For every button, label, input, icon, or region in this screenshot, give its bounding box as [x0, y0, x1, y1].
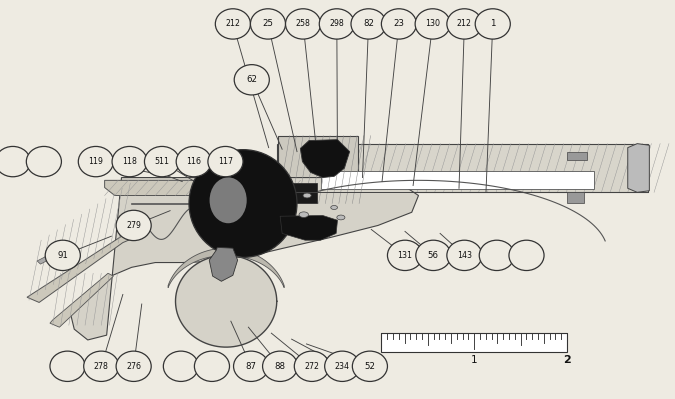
Ellipse shape [381, 9, 416, 39]
Text: 25: 25 [263, 20, 273, 28]
Ellipse shape [189, 150, 297, 257]
Polygon shape [209, 247, 238, 281]
Polygon shape [278, 136, 358, 203]
Ellipse shape [479, 240, 514, 271]
Polygon shape [300, 140, 350, 178]
Text: 56: 56 [428, 251, 439, 260]
Ellipse shape [176, 146, 211, 177]
Text: 88: 88 [275, 362, 286, 371]
Ellipse shape [209, 177, 247, 223]
Polygon shape [277, 144, 648, 192]
Circle shape [337, 215, 345, 220]
Text: 143: 143 [457, 251, 472, 260]
Polygon shape [567, 152, 587, 160]
Polygon shape [37, 250, 61, 264]
Text: 511: 511 [155, 157, 169, 166]
Ellipse shape [234, 351, 269, 381]
Ellipse shape [319, 9, 354, 39]
Ellipse shape [215, 9, 250, 39]
Text: 23: 23 [394, 20, 404, 28]
Ellipse shape [416, 240, 451, 271]
Polygon shape [168, 248, 284, 288]
Polygon shape [567, 192, 584, 203]
Ellipse shape [194, 351, 230, 381]
Ellipse shape [351, 9, 386, 39]
Ellipse shape [0, 146, 30, 177]
Ellipse shape [250, 9, 286, 39]
Ellipse shape [325, 351, 360, 381]
Polygon shape [71, 178, 418, 340]
Ellipse shape [447, 9, 482, 39]
Text: 212: 212 [225, 20, 240, 28]
Circle shape [303, 193, 311, 198]
Text: 1: 1 [471, 355, 477, 365]
Circle shape [299, 212, 308, 217]
Ellipse shape [286, 9, 321, 39]
Text: 117: 117 [218, 157, 233, 166]
Ellipse shape [475, 9, 510, 39]
Ellipse shape [116, 210, 151, 241]
Polygon shape [176, 255, 277, 347]
Ellipse shape [26, 146, 61, 177]
Ellipse shape [45, 240, 80, 271]
Text: 130: 130 [425, 20, 440, 28]
Polygon shape [321, 171, 594, 189]
Ellipse shape [234, 65, 269, 95]
Polygon shape [105, 180, 294, 196]
Text: 91: 91 [57, 251, 68, 260]
Ellipse shape [116, 351, 151, 381]
Text: 62: 62 [246, 75, 257, 84]
Text: 118: 118 [122, 157, 137, 166]
Text: 116: 116 [186, 157, 201, 166]
Text: 52: 52 [364, 362, 375, 371]
Ellipse shape [163, 351, 198, 381]
Ellipse shape [263, 351, 298, 381]
Text: 272: 272 [304, 362, 319, 371]
Text: 2: 2 [563, 355, 571, 365]
Ellipse shape [84, 351, 119, 381]
Text: 1: 1 [490, 20, 495, 28]
Text: 279: 279 [126, 221, 141, 230]
Polygon shape [381, 333, 567, 352]
Ellipse shape [144, 146, 180, 177]
Ellipse shape [112, 146, 147, 177]
Polygon shape [50, 273, 113, 327]
Text: 82: 82 [363, 20, 374, 28]
Ellipse shape [208, 146, 243, 177]
Polygon shape [628, 144, 649, 192]
Text: 234: 234 [335, 362, 350, 371]
Text: 298: 298 [329, 20, 344, 28]
Polygon shape [27, 235, 132, 302]
Ellipse shape [294, 351, 329, 381]
Ellipse shape [415, 9, 450, 39]
Text: 278: 278 [94, 362, 109, 371]
Ellipse shape [509, 240, 544, 271]
Ellipse shape [50, 351, 85, 381]
Ellipse shape [447, 240, 482, 271]
Polygon shape [280, 215, 338, 240]
Text: 131: 131 [398, 251, 412, 260]
Ellipse shape [387, 240, 423, 271]
Text: 258: 258 [296, 20, 310, 28]
Polygon shape [280, 183, 317, 203]
Ellipse shape [352, 351, 387, 381]
Ellipse shape [78, 146, 113, 177]
Text: 87: 87 [246, 362, 256, 371]
Text: 276: 276 [126, 362, 141, 371]
Text: 212: 212 [457, 20, 472, 28]
Text: 119: 119 [88, 157, 103, 166]
Circle shape [331, 205, 338, 209]
